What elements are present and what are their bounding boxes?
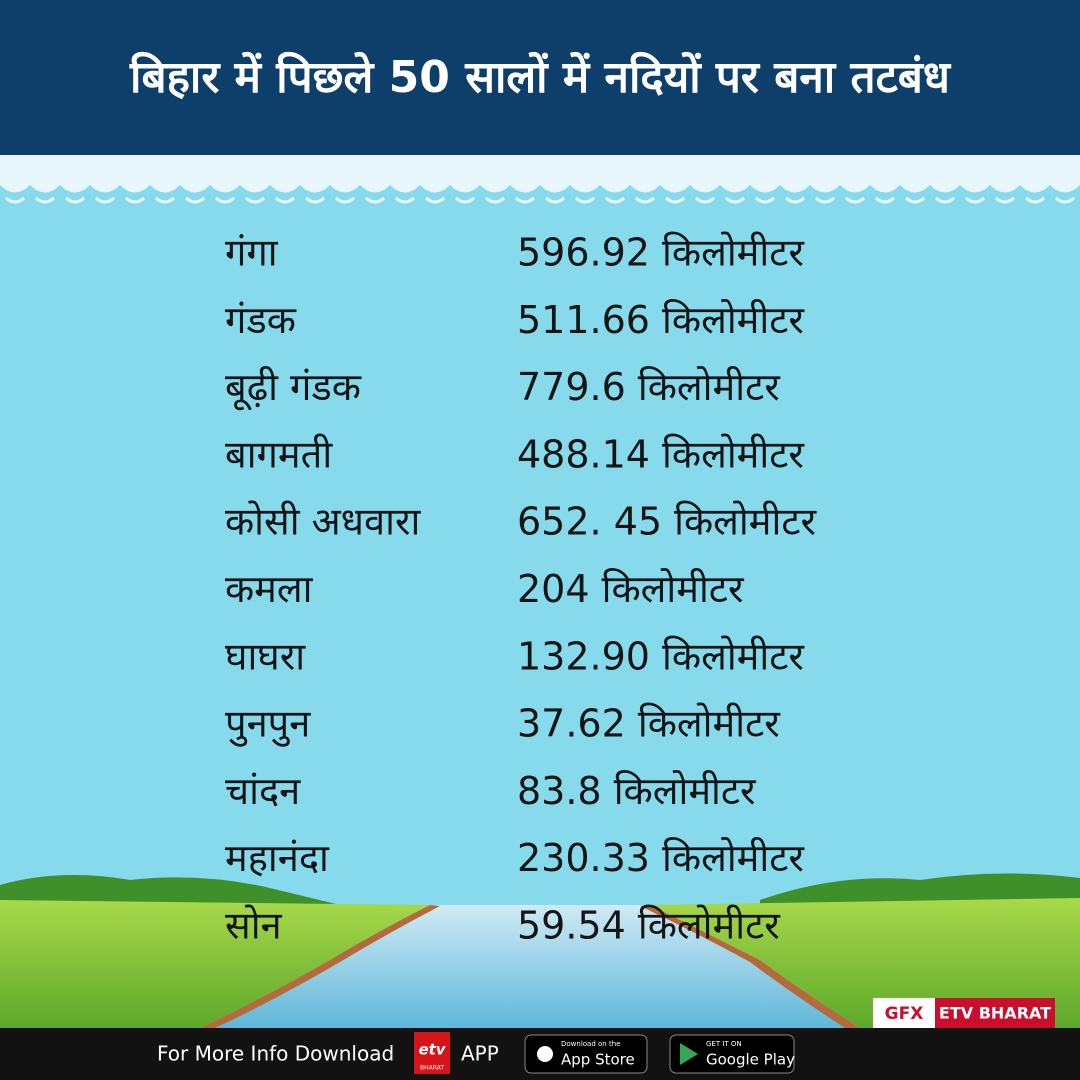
wave-dot <box>215 196 235 204</box>
wave-dot <box>5 196 25 204</box>
wave-dot <box>1025 196 1045 204</box>
header-bar <box>0 0 1080 155</box>
etv-logo <box>414 1032 450 1074</box>
wave-dot <box>155 196 175 204</box>
wave-dot <box>245 196 265 204</box>
apple-icon <box>537 1046 553 1062</box>
wave-dot <box>545 196 565 204</box>
wave-dot <box>185 196 205 204</box>
wave-dot <box>305 196 325 204</box>
wave-dot <box>275 196 295 204</box>
wave-dot <box>455 196 475 204</box>
wave-dot <box>515 196 535 204</box>
wave-dot <box>815 196 835 204</box>
gfx-label: GFX <box>885 1004 924 1024</box>
wave-dot <box>935 196 955 204</box>
embankment-length: 488.14 किलोमीटर <box>517 432 805 476</box>
google-play-small: GET IT ON <box>706 1040 742 1048</box>
wave-dot <box>905 196 925 204</box>
wave-dot <box>335 196 355 204</box>
embankment-length: 596.92 किलोमीटर <box>517 231 805 275</box>
wave-dot <box>665 196 685 204</box>
wave-dot <box>755 196 775 204</box>
embankment-length: 204 किलोमीटर <box>517 567 745 611</box>
wave-dot <box>1055 196 1075 204</box>
wave-dot <box>425 196 445 204</box>
river-name: गंडक <box>225 298 297 342</box>
brand-label: ETV BHARAT <box>939 1004 1051 1023</box>
wave-dot <box>965 196 985 204</box>
wave-dot <box>845 196 865 204</box>
river-name: सोन <box>225 904 283 948</box>
river-name: बूढ़ी गंडक <box>225 365 362 411</box>
brand-badge <box>935 998 1055 1028</box>
wave-dot <box>485 196 505 204</box>
river-name: कमला <box>225 567 314 611</box>
title: बिहार में पिछले 50 सालों में नदियों पर ब… <box>129 51 952 103</box>
app-store-button[interactable] <box>524 1034 648 1074</box>
wave-dot <box>575 196 595 204</box>
embankment-length: 511.66 किलोमीटर <box>517 298 805 342</box>
wave-dot <box>635 196 655 204</box>
embankment-length: 230.33 किलोमीटर <box>517 836 805 880</box>
app-store-small: Download on the <box>561 1040 620 1048</box>
embankment-length: 132.90 किलोमीटर <box>517 634 805 678</box>
river-table: गंगा 596.92 किलोमीटर गंडक 511.66 किलोमीटर बू… <box>225 231 817 948</box>
wave-dot <box>125 196 145 204</box>
google-play-button[interactable] <box>669 1034 795 1074</box>
river-name: चांदन <box>225 769 301 813</box>
logo-bottom: BHARAT <box>420 1065 444 1072</box>
google-play-label: Google Play <box>706 1051 795 1069</box>
embankment-length: 779.6 किलोमीटर <box>517 365 781 409</box>
river-name: महानंदा <box>225 836 330 880</box>
wave-dot <box>785 196 805 204</box>
footer-text: For More Info Download <box>157 1042 394 1066</box>
wave-dot <box>725 196 745 204</box>
wave-dot <box>695 196 715 204</box>
wave-dot <box>365 196 385 204</box>
embankment-length: 59.54 किलोमीटर <box>517 904 781 948</box>
wave-band <box>0 155 1080 193</box>
river-name: कोसी अधवारा <box>225 500 422 544</box>
embankment-length: 652. 45 किलोमीटर <box>517 500 817 544</box>
wave-dot <box>35 196 55 204</box>
wave-dot <box>95 196 115 204</box>
wave-dot <box>605 196 625 204</box>
play-icon <box>680 1043 698 1065</box>
river-name: बागमती <box>225 432 333 476</box>
river-name: पुनपुन <box>225 702 311 748</box>
embankment-length: 37.62 किलोमीटर <box>517 702 781 746</box>
embankment-length: 83.8 किलोमीटर <box>517 769 757 813</box>
gfx-badge <box>873 998 935 1028</box>
wave-dot <box>395 196 415 204</box>
river-name: गंगा <box>225 231 279 275</box>
wave-pattern <box>0 155 1080 204</box>
wave-dot <box>875 196 895 204</box>
wave-dot <box>995 196 1015 204</box>
app-store-label: App Store <box>561 1051 635 1069</box>
wave-dot <box>65 196 85 204</box>
river-name: घाघरा <box>225 634 306 678</box>
landscape <box>0 873 1080 1028</box>
logo-top: etv <box>418 1041 446 1059</box>
app-label: APP <box>461 1042 499 1066</box>
